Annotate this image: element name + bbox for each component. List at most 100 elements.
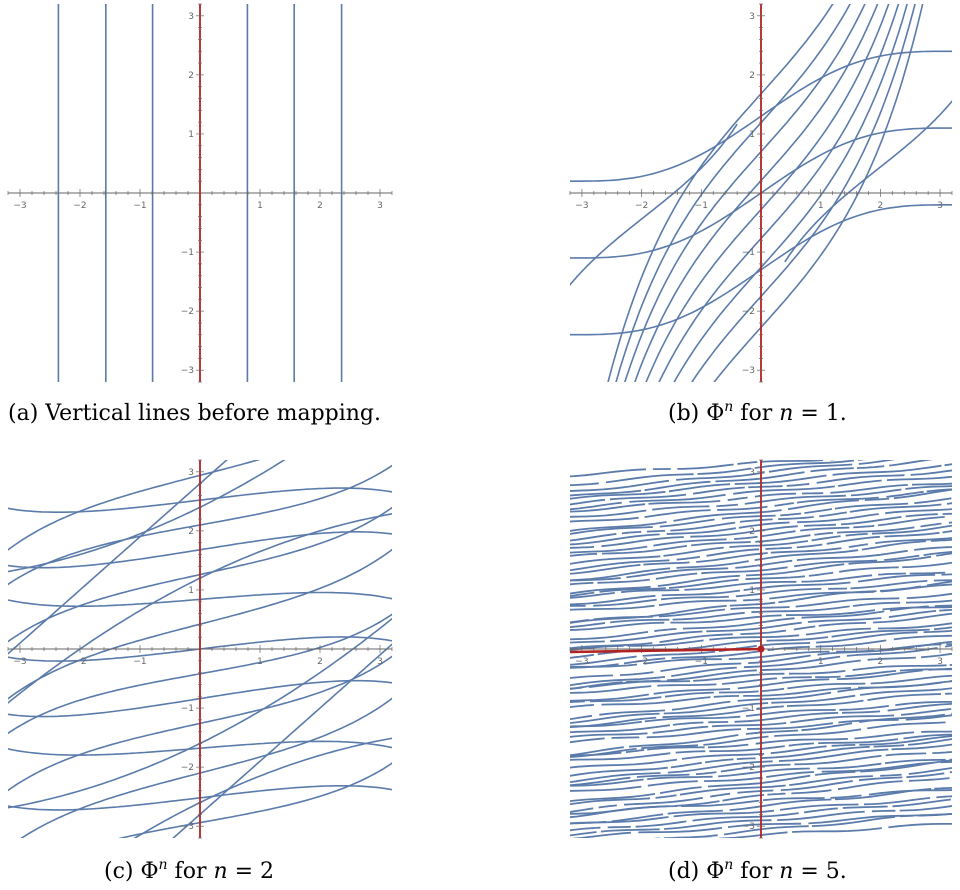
series-curve — [681, 752, 765, 760]
series-curve — [743, 655, 841, 669]
series-curve — [703, 735, 769, 746]
series-curve — [597, 578, 650, 584]
series-curve — [909, 571, 946, 575]
panel-c-plot: −3 −3 −2 −2 −1 −1 1 1 2 2 3 3 — [7, 459, 393, 839]
series-curve — [936, 795, 952, 799]
series-curve — [831, 744, 856, 747]
series-curve — [954, 497, 958, 498]
series-curve — [837, 479, 882, 487]
series-curve — [737, 789, 774, 794]
series-curve — [570, 552, 598, 557]
series-curve — [729, 798, 832, 811]
series-curve — [668, 483, 731, 493]
series-curve — [570, 640, 605, 644]
series-curve — [670, 521, 736, 532]
series-curve — [903, 733, 952, 740]
series-curve — [570, 123, 738, 287]
series-curve — [570, 501, 622, 511]
series-curve — [926, 580, 952, 587]
series-curve — [570, 826, 601, 832]
y-tick-label: 3 — [188, 468, 194, 478]
series-curve — [782, 676, 812, 679]
series-curve — [786, 482, 810, 487]
series-curve — [778, 516, 814, 520]
series-curve — [728, 650, 830, 660]
caption-b: (b) Φn for n = 1. — [668, 399, 847, 426]
series-curve — [808, 814, 914, 825]
series-curve — [893, 488, 952, 500]
series-curve — [774, 502, 794, 507]
series-curve — [570, 716, 657, 728]
series-curve — [766, 771, 815, 778]
series-curve — [853, 524, 875, 529]
series-curve — [949, 663, 952, 666]
series-curve — [763, 797, 825, 802]
series-curve — [570, 793, 656, 803]
series-curve — [910, 469, 952, 476]
series-curve — [815, 675, 841, 679]
series-curve — [765, 546, 792, 550]
x-tick-label: 3 — [937, 201, 943, 211]
series-curve — [805, 627, 871, 636]
series-curve — [946, 502, 952, 505]
series-curve — [611, 813, 664, 823]
series-curve — [787, 682, 866, 690]
series-curve — [691, 541, 751, 547]
series-curve — [908, 767, 952, 775]
series-curve — [662, 709, 751, 719]
series-curve — [570, 503, 646, 513]
x-tick-label: −3 — [13, 201, 26, 211]
series-curve — [648, 500, 721, 505]
series-curve — [748, 654, 811, 664]
series-curve — [570, 714, 593, 721]
series-curve — [934, 787, 952, 790]
series-curve — [930, 538, 952, 542]
series-curve — [611, 736, 640, 739]
series-curve — [692, 812, 799, 822]
panel-d-curves — [570, 460, 958, 838]
series-curve — [801, 610, 885, 619]
series-curve — [570, 674, 613, 679]
series-curve — [672, 611, 745, 621]
series-curve — [693, 672, 785, 682]
series-curve — [643, 658, 722, 665]
y-tick-label: 2 — [749, 527, 755, 537]
highlight-segment — [569, 647, 762, 654]
series-curve — [777, 810, 865, 821]
series-curve — [719, 690, 759, 694]
series-curve — [905, 714, 952, 721]
series-curve — [846, 647, 938, 657]
series-curve — [570, 732, 648, 738]
series-curve — [815, 639, 887, 648]
series-curve — [599, 587, 666, 593]
caption-a: (a) Vertical lines before mapping. — [8, 401, 381, 426]
series-curve — [796, 543, 823, 549]
x-tick-label: 3 — [377, 201, 383, 211]
series-curve — [692, 486, 745, 495]
series-curve — [723, 825, 809, 836]
series-curve — [794, 559, 878, 568]
series-curve — [761, 460, 824, 463]
series-curve — [570, 533, 660, 546]
series-curve — [570, 653, 595, 659]
x-tick-label: −1 — [695, 201, 708, 211]
series-curve — [908, 777, 950, 782]
series-curve — [880, 583, 952, 593]
series-curve — [621, 589, 680, 594]
highlight-point — [757, 645, 765, 653]
series-curve — [810, 467, 854, 473]
series-curve — [570, 468, 647, 478]
series-curve — [800, 526, 850, 532]
series-curve — [875, 537, 952, 544]
series-curve — [942, 512, 952, 515]
series-curve — [858, 460, 866, 461]
series-curve — [737, 678, 830, 690]
series-curve — [570, 490, 666, 500]
series-curve — [707, 743, 749, 749]
series-curve — [859, 735, 952, 746]
y-tick-label: −1 — [742, 248, 755, 258]
series-curve — [769, 591, 875, 600]
series-curve — [589, 696, 662, 703]
series-curve — [737, 461, 758, 465]
series-curve — [676, 560, 749, 569]
